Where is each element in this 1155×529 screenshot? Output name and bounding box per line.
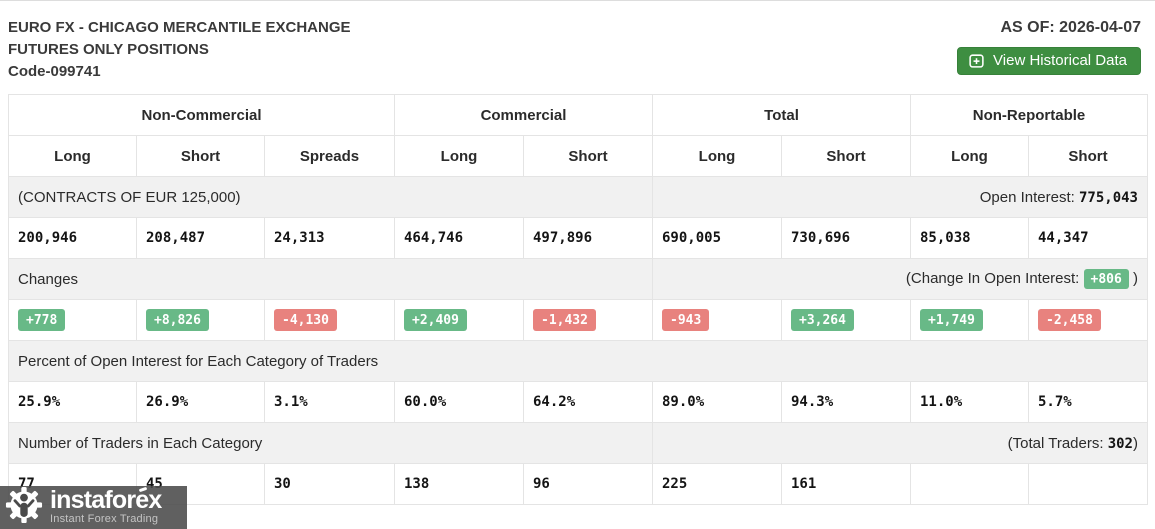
column-header-total-long: Long — [652, 135, 782, 177]
traders-cell — [1028, 463, 1148, 505]
change-badge: +3,264 — [791, 309, 854, 331]
total-traders-suffix: ) — [1133, 434, 1138, 452]
change-cell: +3,264 — [781, 299, 911, 341]
traders-cell: 96 — [523, 463, 653, 505]
percent-cell: 3.1% — [264, 381, 395, 423]
change-open-interest-cell: (Change In Open Interest: +806 ) — [652, 258, 1148, 300]
group-header-total: Total — [652, 94, 911, 136]
traders-label: Number of Traders in Each Category — [8, 422, 653, 464]
change-cell: +1,749 — [910, 299, 1029, 341]
position-cell: 464,746 — [394, 217, 524, 259]
open-interest-value: 775,043 — [1078, 189, 1138, 206]
change-cell: -943 — [652, 299, 782, 341]
change-cell: -4,130 — [264, 299, 395, 341]
changes-band-row: Changes (Change In Open Interest: +806 ) — [8, 258, 1148, 300]
report-type: FUTURES ONLY POSITIONS — [8, 41, 209, 58]
instaforex-wordmark: instaforex Instant Forex Trading — [50, 486, 162, 525]
contracts-band-row: (CONTRACTS OF EUR 125,000) Open Interest… — [8, 176, 1148, 218]
position-cell: 690,005 — [652, 217, 782, 259]
total-traders-value: 302 — [1107, 435, 1133, 452]
instaforex-brand-text: instaforex — [50, 486, 162, 514]
column-header-comm-long: Long — [394, 135, 524, 177]
view-historical-data-label: View Historical Data — [993, 52, 1127, 69]
change-badge: +778 — [18, 309, 66, 331]
percent-label: Percent of Open Interest for Each Catego… — [8, 340, 1148, 382]
instrument-title: EURO FX - CHICAGO MERCANTILE EXCHANGE — [8, 19, 351, 36]
header-right: AS OF: 2026-04-07 View Historical Data — [957, 17, 1141, 75]
traders-cell: 225 — [652, 463, 782, 505]
position-cell: 497,896 — [523, 217, 653, 259]
instaforex-watermark: instaforex Instant Forex Trading — [0, 486, 187, 529]
column-header-noncomm-short: Short — [136, 135, 265, 177]
position-cell: 200,946 — [8, 217, 137, 259]
changes-row: +778 +8,826 -4,130 +2,409 -1,432 -943 +3… — [8, 299, 1148, 341]
percent-cell: 89.0% — [652, 381, 782, 423]
traders-cell — [910, 463, 1029, 505]
open-interest-label: Open Interest: — [979, 188, 1079, 206]
position-cell: 24,313 — [264, 217, 395, 259]
column-header-noncomm-spreads: Spreads — [264, 135, 395, 177]
traders-cell: 30 — [264, 463, 395, 505]
change-badge: +1,749 — [920, 309, 983, 331]
view-historical-data-button[interactable]: View Historical Data — [957, 47, 1141, 75]
instaforex-tagline: Instant Forex Trading — [50, 513, 159, 525]
change-oi-prefix: (Change In Open Interest: — [905, 270, 1084, 287]
percent-cell: 11.0% — [910, 381, 1029, 423]
change-badge: -4,130 — [274, 309, 337, 331]
change-badge: -2,458 — [1038, 309, 1101, 331]
change-cell: +8,826 — [136, 299, 265, 341]
percent-cell: 25.9% — [8, 381, 137, 423]
group-header-non-commercial: Non-Commercial — [8, 94, 395, 136]
changes-label: Changes — [8, 258, 653, 300]
percent-cell: 94.3% — [781, 381, 911, 423]
column-header-noncomm-long: Long — [8, 135, 137, 177]
instrument-code: Code-099741 — [8, 63, 101, 80]
total-traders-prefix: (Total Traders: — [1007, 434, 1108, 452]
group-header-row: Non-Commercial Commercial Total Non-Repo… — [8, 94, 1148, 136]
positions-row: 200,946 208,487 24,313 464,746 497,896 6… — [8, 217, 1148, 259]
position-cell: 208,487 — [136, 217, 265, 259]
change-badge: +2,409 — [404, 309, 467, 331]
position-cell: 85,038 — [910, 217, 1029, 259]
open-interest-cell: Open Interest: 775,043 — [652, 176, 1148, 218]
percent-cell: 64.2% — [523, 381, 653, 423]
change-badge: +8,826 — [146, 309, 209, 331]
traders-cell: 138 — [394, 463, 524, 505]
column-header-comm-short: Short — [523, 135, 653, 177]
column-header-total-short: Short — [781, 135, 911, 177]
percent-cell: 60.0% — [394, 381, 524, 423]
group-header-commercial: Commercial — [394, 94, 653, 136]
change-badge: -1,432 — [533, 309, 596, 331]
position-cell: 44,347 — [1028, 217, 1148, 259]
change-cell: -2,458 — [1028, 299, 1148, 341]
calendar-plus-icon — [968, 52, 985, 69]
traders-cell: 161 — [781, 463, 911, 505]
change-cell: +2,409 — [394, 299, 524, 341]
position-cell: 730,696 — [781, 217, 911, 259]
percent-band-row: Percent of Open Interest for Each Catego… — [8, 340, 1148, 382]
page-header: EURO FX - CHICAGO MERCANTILE EXCHANGE FU… — [0, 1, 1155, 94]
group-header-non-reportable: Non-Reportable — [910, 94, 1148, 136]
column-header-row: Long Short Spreads Long Short Long Short… — [8, 135, 1148, 177]
instaforex-gear-person-icon — [5, 486, 43, 529]
change-cell: -1,432 — [523, 299, 653, 341]
change-badge: -943 — [662, 309, 710, 331]
percent-cell: 5.7% — [1028, 381, 1148, 423]
column-header-nonrep-short: Short — [1028, 135, 1148, 177]
title-block: EURO FX - CHICAGO MERCANTILE EXCHANGE FU… — [8, 17, 351, 83]
change-cell: +778 — [8, 299, 137, 341]
change-oi-suffix: ) — [1128, 270, 1138, 287]
contracts-label: (CONTRACTS OF EUR 125,000) — [8, 176, 653, 218]
as-of-date: AS OF: 2026-04-07 — [1000, 19, 1141, 36]
traders-band-row: Number of Traders in Each Category (Tota… — [8, 422, 1148, 464]
percent-cell: 26.9% — [136, 381, 265, 423]
column-header-nonrep-long: Long — [910, 135, 1029, 177]
percents-row: 25.9% 26.9% 3.1% 60.0% 64.2% 89.0% 94.3%… — [8, 381, 1148, 423]
total-traders-cell: (Total Traders: 302) — [652, 422, 1148, 464]
cot-report-table: Non-Commercial Commercial Total Non-Repo… — [8, 94, 1148, 505]
change-oi-badge: +806 — [1083, 269, 1129, 289]
